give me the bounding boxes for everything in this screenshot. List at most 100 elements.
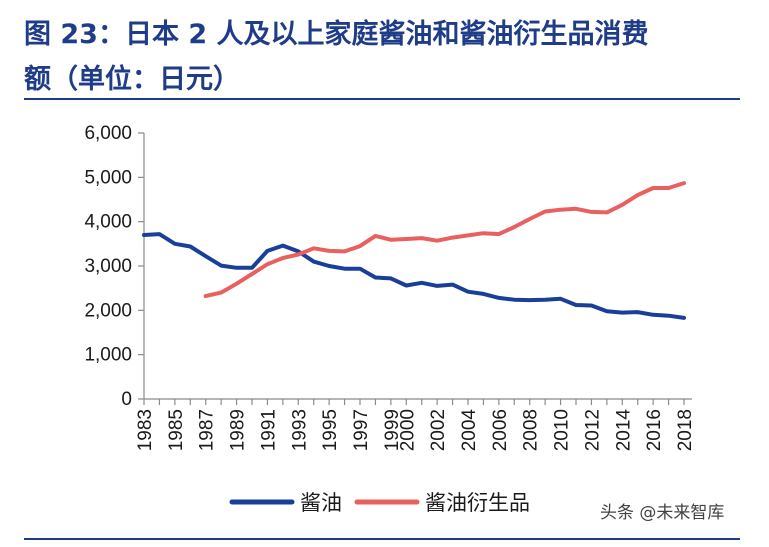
data-point	[173, 242, 177, 246]
data-point	[188, 244, 192, 249]
watermark-text: 头条 @未来智库	[600, 503, 725, 523]
legend: 酱油 酱油衍生品	[229, 491, 530, 515]
series-line-soy-derivatives	[203, 181, 686, 299]
data-point	[682, 316, 686, 320]
data-point	[543, 298, 547, 302]
data-point	[605, 309, 609, 313]
data-point	[450, 283, 455, 287]
x-tick-label: 2010	[552, 409, 573, 451]
data-point	[466, 290, 470, 294]
data-point	[666, 314, 671, 318]
data-point	[404, 237, 408, 241]
data-point	[435, 284, 439, 288]
x-tick-label: 1987	[197, 409, 218, 451]
x-tick-label: 1999	[382, 409, 403, 451]
data-point	[420, 236, 424, 240]
data-point	[666, 186, 671, 190]
data-point	[373, 275, 378, 280]
data-point	[497, 232, 501, 236]
bottom-divider	[24, 538, 740, 540]
data-point	[512, 225, 516, 229]
data-point	[512, 298, 516, 302]
data-point	[281, 256, 285, 260]
data-point	[265, 249, 270, 253]
data-point	[234, 282, 239, 286]
data-point	[435, 239, 439, 243]
x-tick-label: 1997	[351, 409, 372, 451]
data-point	[404, 283, 408, 288]
y-tick-label: 1,000	[84, 345, 132, 366]
data-point	[342, 249, 347, 253]
data-point	[528, 217, 532, 221]
y-tick-label: 5,000	[84, 167, 132, 188]
data-point	[358, 267, 362, 271]
x-tick-label: 2004	[459, 409, 480, 452]
data-point	[636, 193, 640, 197]
x-tick-label: 2014	[613, 409, 634, 452]
data-point	[157, 232, 162, 236]
y-tick-label: 3,000	[84, 256, 132, 277]
data-point	[620, 310, 624, 315]
data-point	[558, 208, 563, 212]
data-point	[219, 263, 223, 268]
y-tick-label: 6,000	[84, 123, 132, 144]
chart-title-line-1: 图 23：日本 2 人及以上家庭酱油和酱油衍生品消费	[24, 19, 649, 50]
data-point	[589, 210, 594, 214]
data-point	[651, 186, 655, 190]
axes: 0 1,000 2,000 3,000 4,000 5,000 6,000 1983 1985 1…	[84, 123, 696, 451]
y-tick-label: 4,000	[84, 212, 132, 233]
data-point	[312, 246, 316, 250]
data-point	[327, 264, 331, 268]
data-point	[342, 267, 347, 271]
data-point	[265, 262, 270, 266]
data-point	[589, 303, 594, 308]
data-point	[651, 313, 655, 317]
data-point	[450, 236, 455, 240]
data-point	[497, 296, 501, 300]
data-point	[481, 231, 486, 235]
data-point	[466, 233, 470, 238]
data-point	[250, 266, 254, 270]
data-point	[373, 234, 378, 238]
x-tick-label: 2000	[397, 409, 418, 451]
data-point	[250, 272, 254, 276]
y-tick-label: 2,000	[84, 300, 132, 321]
data-point	[420, 281, 424, 285]
data-point	[389, 276, 393, 281]
data-point	[605, 210, 609, 214]
x-tick-label: 1985	[166, 409, 187, 451]
title-divider	[24, 98, 740, 100]
series-line-soy-sauce	[142, 232, 686, 320]
data-point	[481, 292, 486, 296]
data-point	[312, 259, 316, 264]
data-point	[204, 294, 208, 298]
data-point	[358, 244, 362, 248]
x-tick-label: 2016	[644, 409, 665, 451]
data-point	[219, 291, 223, 295]
x-tick-label: 1993	[289, 409, 310, 451]
data-point	[204, 254, 208, 258]
data-point	[296, 252, 300, 257]
y-tick-label: 0	[121, 389, 132, 410]
data-point	[281, 244, 285, 248]
x-tick-label: 2008	[521, 409, 542, 451]
legend-label-soy-sauce: 酱油	[300, 491, 342, 515]
data-point	[543, 209, 547, 214]
x-tick-label: 1989	[228, 409, 249, 451]
data-point	[620, 203, 624, 207]
data-point	[234, 266, 239, 270]
data-point	[558, 297, 563, 301]
data-point	[574, 303, 578, 307]
x-tick-label: 1995	[320, 409, 341, 451]
x-tick-label: 2012	[582, 409, 603, 451]
chart-title-line-2: 额（单位：日元）	[24, 64, 240, 95]
data-point	[389, 238, 393, 242]
x-tick-label: 2002	[428, 409, 449, 451]
data-point	[636, 310, 640, 314]
data-point	[327, 249, 331, 253]
data-point	[574, 207, 578, 211]
legend-label-soy-derivatives: 酱油衍生品	[425, 491, 530, 515]
series-layer	[142, 181, 686, 320]
